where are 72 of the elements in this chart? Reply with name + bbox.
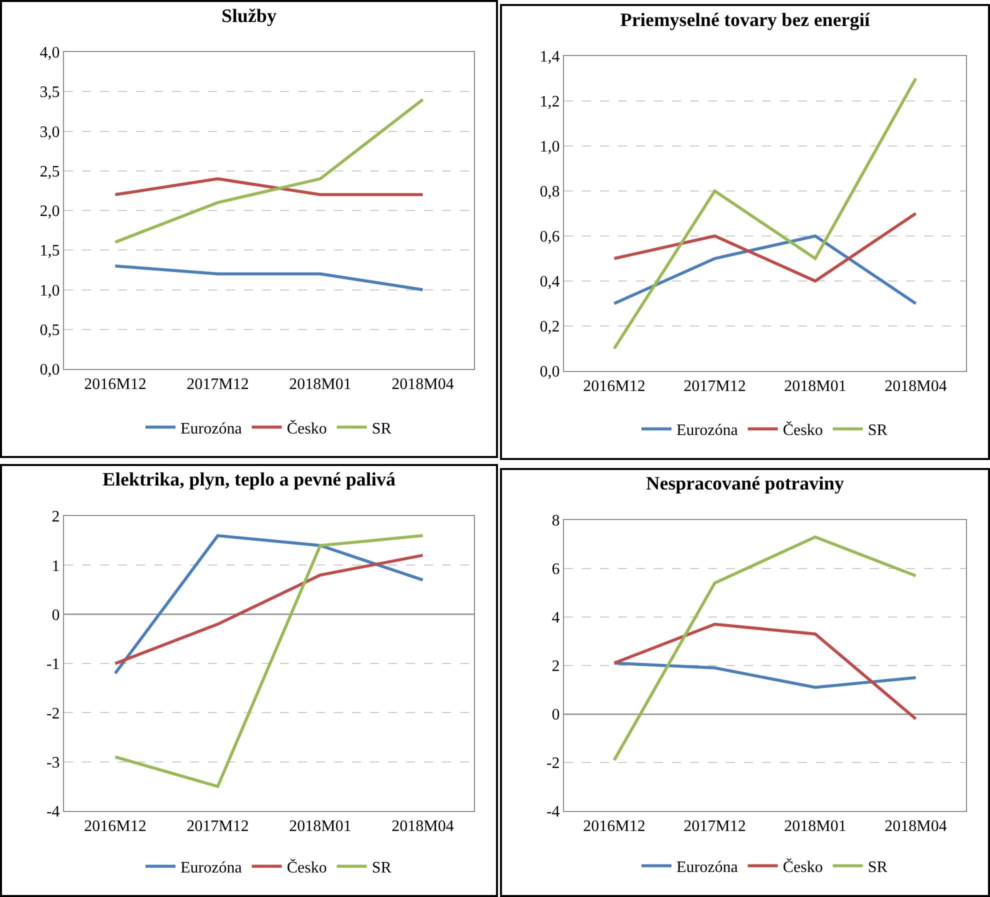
- legend-label: SR: [372, 420, 392, 438]
- line-series: [612, 662, 918, 689]
- line-series: [612, 622, 918, 720]
- y-tick-label: 1,0: [40, 282, 60, 300]
- y-tick-label: 2,5: [40, 163, 60, 180]
- legend-label: Česko: [782, 421, 823, 440]
- line-series: [612, 212, 918, 282]
- y-tick-label: -2: [46, 705, 60, 722]
- y-tick-label: 4,0: [40, 44, 60, 62]
- line-series: [612, 77, 918, 350]
- x-tick-label: 2017M12: [186, 376, 249, 394]
- legend-label: SR: [868, 422, 888, 440]
- y-tick-label: 0,0: [40, 362, 60, 379]
- legend-label: Česko: [286, 419, 327, 438]
- y-tick-label: -4: [46, 804, 60, 821]
- x-tick-label: 2018M04: [884, 378, 947, 396]
- x-tick-label: 2018M04: [392, 376, 454, 394]
- y-tick-label: 3,5: [40, 84, 60, 102]
- y-tick-label: 0: [552, 706, 560, 724]
- x-tick-label: 2018M04: [392, 818, 454, 836]
- y-tick-label: 1: [52, 558, 60, 575]
- y-tick-label: 0,0: [540, 364, 560, 381]
- y-tick-label: -4: [546, 804, 560, 821]
- x-tick-label: 2017M12: [684, 378, 746, 396]
- y-tick-label: 0,8: [540, 184, 560, 201]
- x-tick-label: 2016M12: [84, 376, 146, 394]
- legend-label: SR: [868, 858, 888, 876]
- legend-label: Eurozóna: [180, 420, 242, 438]
- x-tick-label: 2016M12: [583, 378, 646, 396]
- line-series: [114, 534, 424, 788]
- y-tick-label: 0,5: [40, 322, 60, 339]
- y-tick-label: 2,0: [40, 203, 60, 220]
- legend-label: Eurozóna: [676, 858, 738, 876]
- line-series: [114, 554, 424, 665]
- y-tick-label: 1,5: [40, 242, 60, 260]
- chart-title: Elektrika, plyn, teplo a pevné palivá: [102, 470, 396, 491]
- y-tick-label: 3,0: [40, 124, 60, 141]
- x-tick-label: 2016M12: [84, 818, 146, 836]
- x-tick-label: 2017M12: [684, 818, 746, 836]
- line-series: [114, 534, 424, 675]
- y-tick-label: 2: [52, 508, 60, 526]
- y-tick-label: -3: [46, 754, 60, 772]
- y-tick-label: 1,4: [540, 48, 560, 66]
- chart-title: Služby: [222, 6, 277, 28]
- y-tick-label: 0,2: [540, 318, 560, 336]
- x-tick-label: 2018M01: [289, 818, 352, 836]
- legend-label: Eurozóna: [676, 422, 738, 440]
- line-series: [114, 98, 424, 244]
- line-series: [612, 535, 918, 762]
- legend-label: Česko: [286, 858, 327, 876]
- y-tick-label: 0: [52, 606, 60, 624]
- y-tick-label: -1: [46, 656, 60, 674]
- legend-label: Eurozóna: [180, 859, 242, 876]
- y-tick-label: 4: [552, 610, 560, 627]
- y-tick-label: 0,6: [540, 228, 560, 246]
- y-tick-label: 8: [552, 512, 560, 530]
- x-tick-label: 2018M01: [289, 376, 352, 394]
- y-tick-label: -2: [546, 755, 560, 772]
- x-tick-label: 2018M01: [784, 378, 846, 396]
- legend-label: Česko: [782, 858, 823, 876]
- x-tick-label: 2018M04: [884, 818, 947, 836]
- y-tick-label: 1,0: [540, 138, 560, 156]
- chart-title: Priemyselné tovary bez energií: [620, 10, 870, 32]
- y-tick-label: 6: [552, 561, 560, 578]
- x-tick-label: 2017M12: [186, 818, 249, 836]
- y-tick-label: 0,4: [540, 274, 560, 291]
- x-tick-label: 2016M12: [583, 818, 646, 836]
- x-tick-label: 2018M01: [784, 818, 846, 836]
- chart-title: Nespracované potraviny: [646, 474, 844, 495]
- y-tick-label: 2: [552, 658, 560, 676]
- y-tick-label: 1,2: [540, 94, 560, 111]
- legend-label: SR: [372, 859, 392, 876]
